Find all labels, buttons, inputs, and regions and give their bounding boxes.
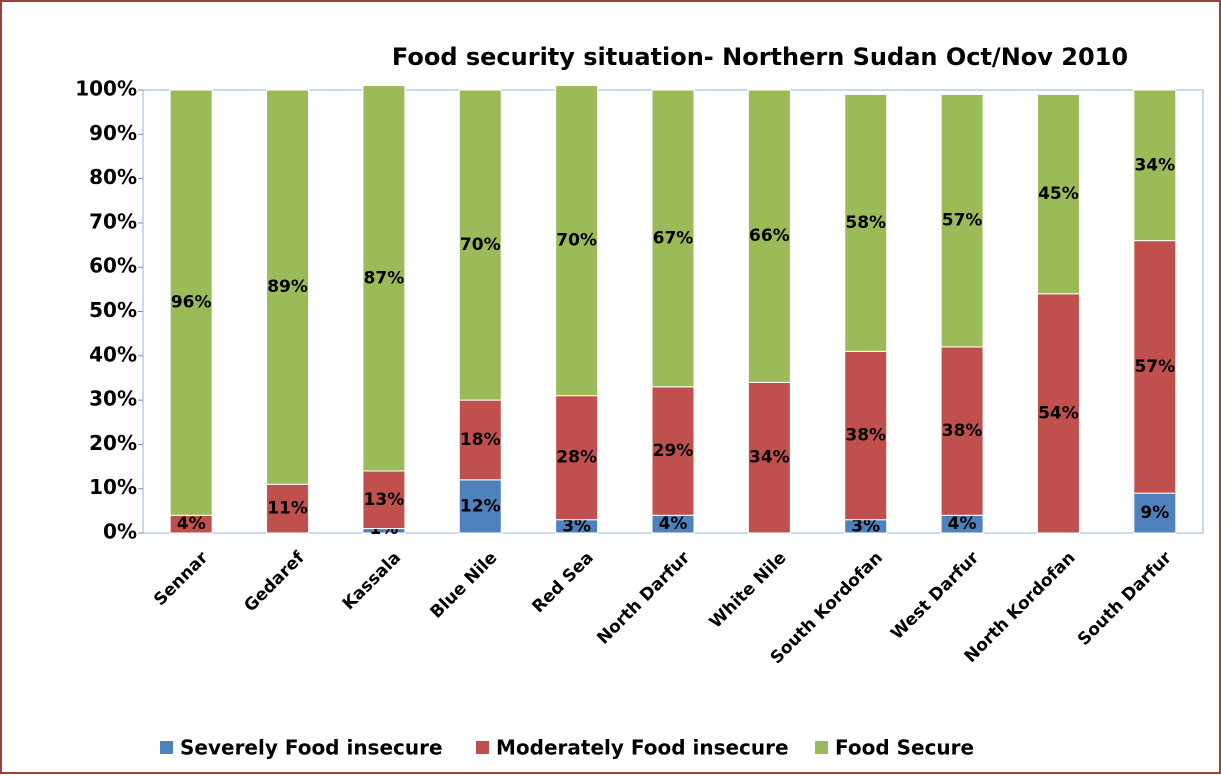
value-label: 67% [653, 228, 694, 248]
value-label: 12% [460, 496, 501, 516]
y-tick-label: 40% [89, 342, 137, 366]
value-label: 38% [942, 421, 983, 441]
value-label: 45% [1038, 184, 1079, 204]
bar-segment [555, 395, 599, 521]
value-label: 34% [1134, 155, 1175, 175]
value-label: 4% [177, 514, 206, 534]
bar-segment [169, 89, 213, 516]
bar-segment [1036, 93, 1080, 295]
bar-segment [266, 89, 310, 485]
bar-segment [362, 85, 406, 472]
y-tick-label: 30% [89, 387, 137, 411]
value-label: 87% [364, 268, 405, 288]
value-label: 54% [1038, 403, 1079, 423]
legend-label: Food Secure [835, 736, 974, 760]
legend-swatch [815, 741, 828, 754]
value-label: 4% [659, 514, 688, 534]
value-label: 58% [845, 213, 886, 233]
y-tick-label: 20% [89, 431, 137, 455]
bar-segment [651, 89, 695, 388]
y-tick-label: 10% [89, 475, 137, 499]
value-label: 28% [556, 448, 597, 468]
value-label: 57% [942, 211, 983, 231]
value-label: 66% [749, 226, 790, 246]
y-tick-label: 60% [89, 254, 137, 278]
value-label: 70% [460, 235, 501, 255]
value-label: 29% [653, 441, 694, 461]
bar-segment [555, 85, 599, 397]
value-label: 38% [845, 426, 886, 446]
bar-segment [651, 386, 695, 516]
value-label: 9% [1140, 503, 1169, 523]
chart-title: Food security situation- Northern Sudan … [392, 43, 1128, 71]
legend-swatch [476, 741, 489, 754]
bar-segment [1133, 492, 1177, 534]
y-tick-label: 100% [75, 77, 137, 101]
bar-segment [940, 93, 984, 348]
bar-segment [844, 93, 888, 352]
bar-segment [266, 483, 310, 534]
value-label: 13% [364, 490, 405, 510]
value-label: 4% [948, 514, 977, 534]
value-label: 96% [171, 293, 212, 313]
bar-segment [458, 89, 502, 401]
y-tick-label: 70% [89, 209, 137, 233]
y-tick-label: 0% [103, 520, 137, 544]
value-label: 34% [749, 448, 790, 468]
y-tick-label: 80% [89, 165, 137, 189]
legend-label: Severely Food insecure [180, 736, 443, 760]
value-label: 89% [267, 277, 308, 297]
y-tick-label: 50% [89, 298, 137, 322]
value-label: 3% [562, 516, 591, 536]
value-label: 57% [1134, 357, 1175, 377]
value-label: 11% [267, 499, 308, 519]
y-tick-label: 90% [89, 121, 137, 145]
bar-segment [747, 89, 791, 383]
bar-segment [844, 350, 888, 521]
bar-segment [1133, 89, 1177, 242]
value-label: 18% [460, 430, 501, 450]
bar-segment [940, 346, 984, 516]
bar-segment [458, 399, 502, 481]
value-label: 3% [851, 516, 880, 536]
value-label: 70% [556, 231, 597, 251]
legend-label: Moderately Food insecure [496, 736, 789, 760]
legend-swatch [160, 741, 173, 754]
